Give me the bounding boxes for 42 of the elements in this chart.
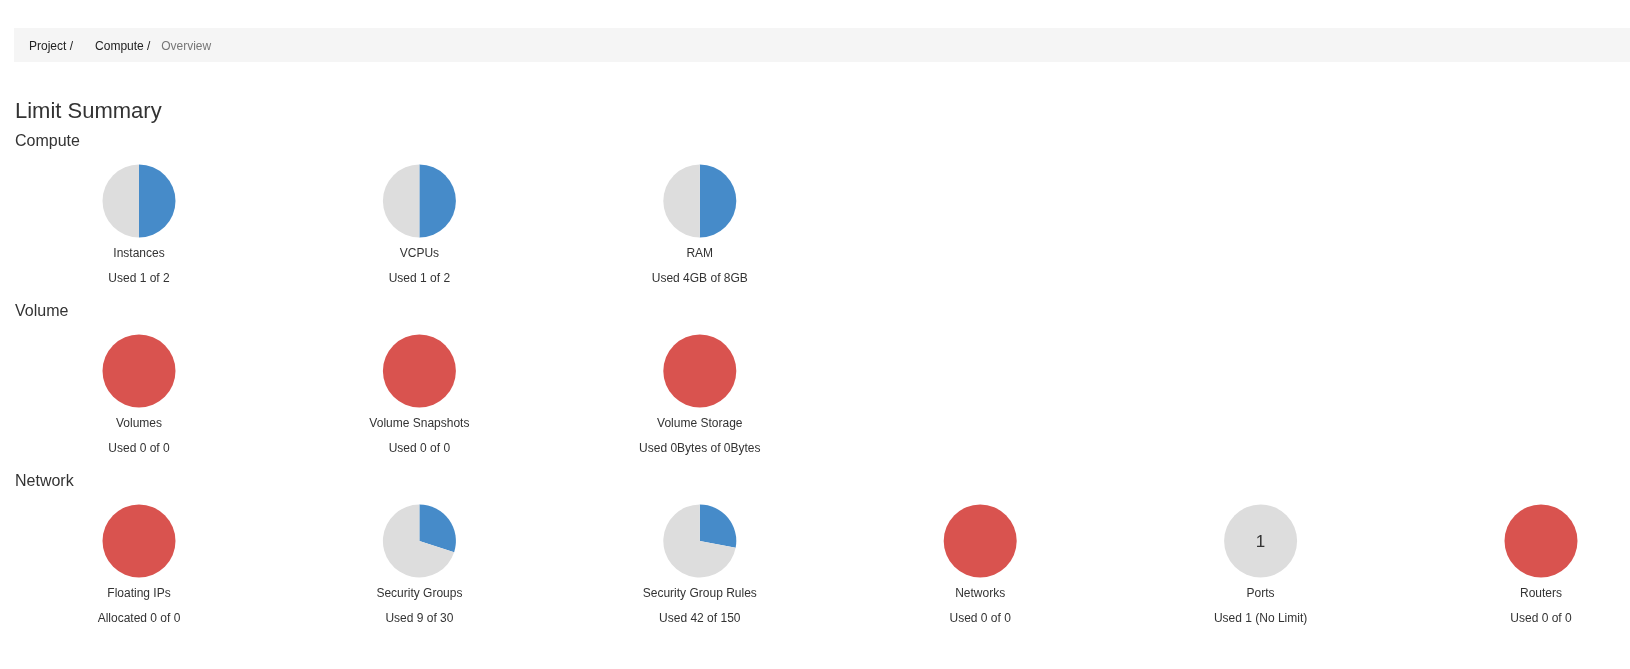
text: Used 1 (No Limit): [1213, 611, 1308, 625]
pie-slice: [419, 164, 456, 238]
text: Used 1 of 2: [108, 271, 171, 285]
text: Used 9 of 30: [385, 611, 454, 625]
text: Security Groups: [376, 586, 463, 600]
text: Used 42 of 150: [659, 611, 741, 625]
text: Limit Summary: [15, 98, 162, 123]
text: Network: [15, 472, 75, 489]
pie-slice: [382, 164, 420, 238]
text: Used 0 of 0: [949, 611, 1012, 625]
text: Allocated 0 of 0: [97, 611, 181, 625]
pie-slice: [663, 164, 700, 238]
text: Networks: [955, 586, 1006, 600]
pie-slice: [699, 164, 737, 238]
text: Volume Storage: [657, 416, 743, 430]
text: Used 0 of 0: [388, 441, 451, 455]
text: Used 1 of 2: [388, 271, 451, 285]
text: Compute: [15, 132, 81, 149]
text: Overview: [161, 39, 212, 53]
text: Ports: [1246, 586, 1275, 600]
text: Volume: [15, 302, 69, 319]
text: Used 4GB of 8GB: [651, 271, 748, 285]
text: Security Group Rules: [642, 586, 757, 600]
text: RAM: [686, 246, 714, 260]
pie-slice: [419, 504, 456, 553]
text: VCPUs: [399, 246, 440, 260]
pie-slice: [382, 504, 455, 578]
text: Used 0Bytes of 0Bytes: [639, 441, 761, 455]
pie-slice: [139, 164, 176, 238]
text: Compute /: [95, 39, 152, 53]
text: Used 0 of 0: [1510, 611, 1573, 625]
pie-slice: [102, 164, 139, 238]
text: Floating IPs: [107, 586, 171, 600]
text: Project /: [29, 39, 74, 53]
text: Used 0 of 0: [108, 441, 171, 455]
pie-slice: [699, 504, 737, 548]
text: Routers: [1519, 586, 1563, 600]
text: Instances: [113, 246, 165, 260]
pie-slice: [663, 504, 736, 578]
text: Volumes: [115, 416, 163, 430]
data-label: 1: [1255, 531, 1266, 551]
text: Volume Snapshots: [369, 416, 470, 430]
